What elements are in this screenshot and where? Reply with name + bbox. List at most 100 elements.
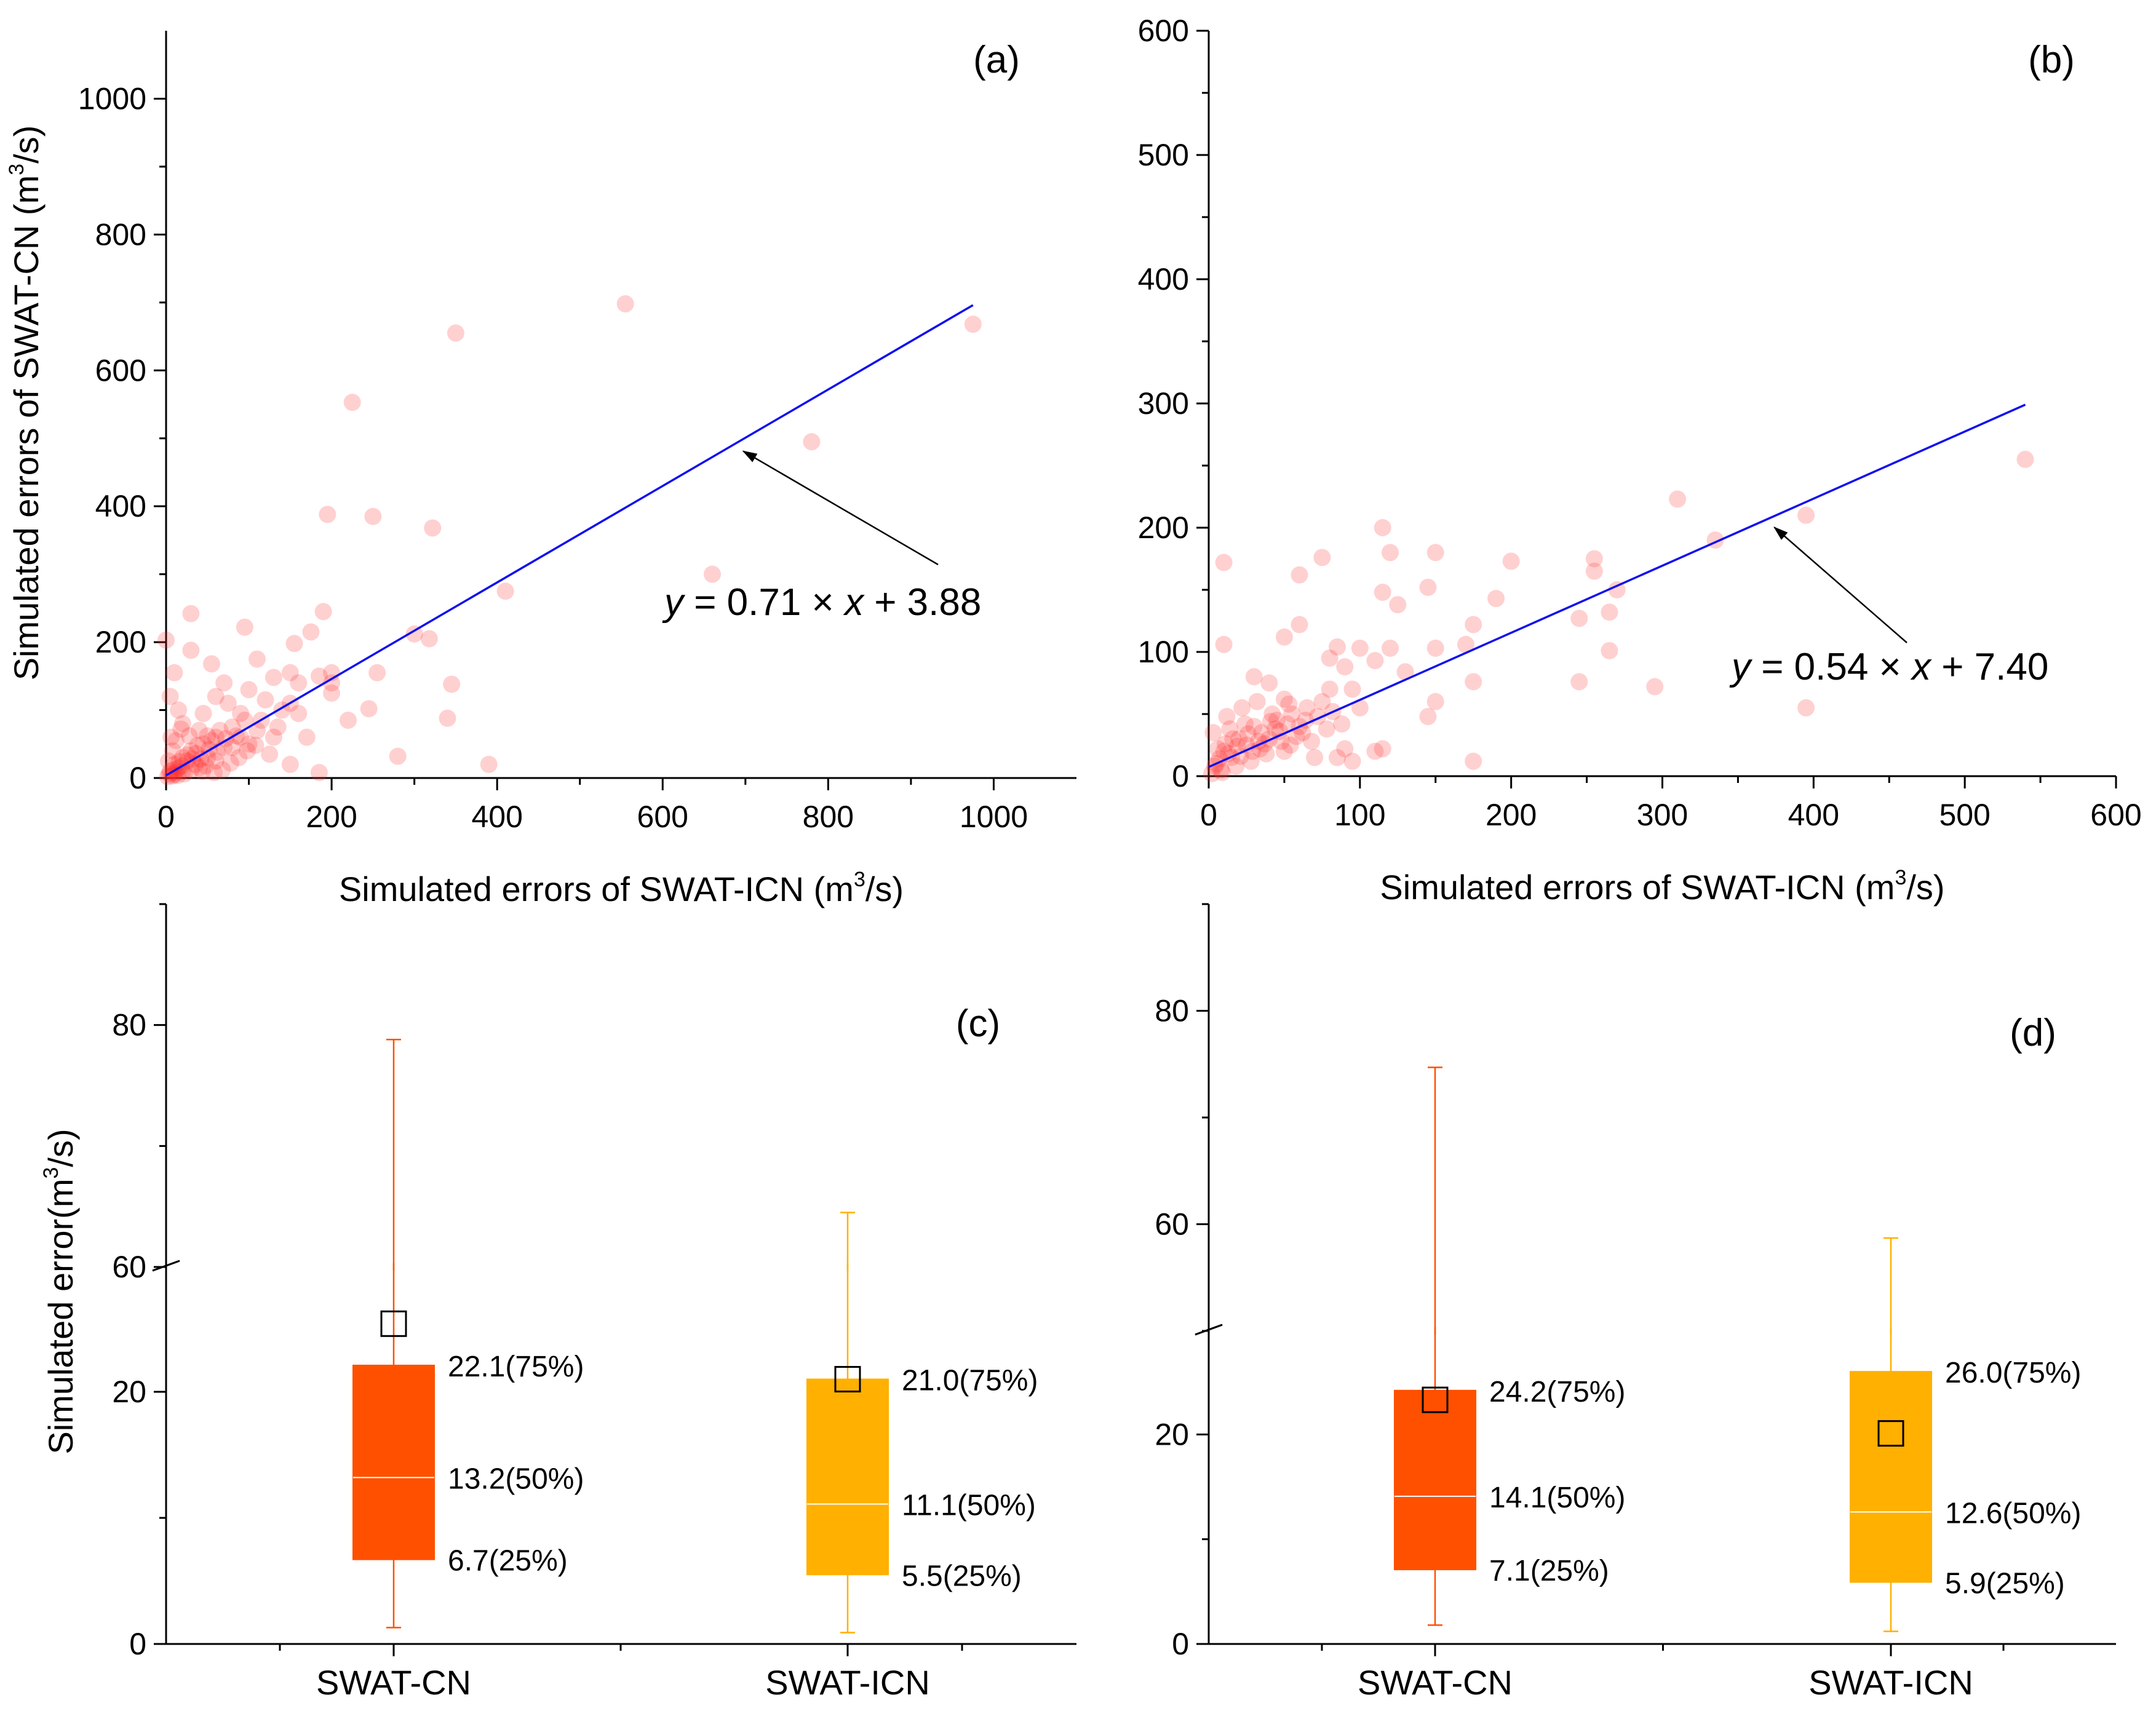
scatter-point	[1230, 730, 1248, 748]
x-tick-label-b: 500	[1939, 798, 1990, 832]
panel-label-b: (b)	[2028, 39, 2075, 81]
scatter-point	[1343, 752, 1361, 770]
q1-label: 5.5(25%)	[902, 1560, 1022, 1592]
scatter-point	[1291, 566, 1308, 584]
scatter-point	[1321, 649, 1339, 667]
box-swat-icn: 21.0(75%) 11.1(50%) 5.5(25%)	[806, 1212, 1038, 1634]
scatter-point	[616, 295, 634, 313]
scatter-point	[1218, 708, 1236, 726]
y-tick-label-a: 1000	[78, 81, 146, 116]
scatter-point	[170, 701, 188, 719]
scatter-point	[964, 316, 982, 333]
scatter-point	[175, 765, 193, 783]
axis-break-mark	[152, 1260, 180, 1272]
scatter-point	[1203, 764, 1220, 782]
panel-label-a: (a)	[973, 39, 1020, 81]
scatter-point	[368, 664, 386, 681]
box-iqr	[352, 1364, 435, 1560]
scatter-point	[319, 506, 336, 523]
scatter-point	[1333, 715, 1351, 733]
scatter-point	[1275, 690, 1293, 708]
scatter-point	[1228, 737, 1246, 755]
box-iqr	[806, 1378, 889, 1576]
scatter-point	[1374, 740, 1391, 758]
scatter-point	[1275, 628, 1293, 646]
scatter-point	[480, 755, 498, 773]
x-tick-label-b: 100	[1334, 798, 1385, 832]
panel-d: 0 20 60 80 SWAT-CN SWAT-ICN 24.2(75%) 14.1(50%)…	[1155, 903, 2116, 1702]
scatter-point	[223, 739, 241, 756]
scatter-point	[180, 727, 198, 745]
fit-equation-b: y = 0.54 × x + 7.40	[1729, 646, 2048, 688]
scatter-point	[1214, 763, 1231, 781]
scatter-point	[203, 732, 220, 750]
scatter-point	[1242, 752, 1260, 770]
scatter-point	[1351, 699, 1369, 717]
scatter-point	[1797, 699, 1815, 717]
scatter-point	[1204, 724, 1222, 742]
scatter-point	[1212, 761, 1230, 779]
y-tick-label-d: 0	[1172, 1627, 1189, 1661]
scatter-point	[173, 762, 191, 780]
scatter-point	[1465, 673, 1482, 691]
q3-label: 24.2(75%)	[1489, 1376, 1625, 1408]
scatter-point	[389, 747, 407, 765]
y-tick-label-c: 20	[112, 1375, 146, 1409]
scatter-point	[1328, 748, 1346, 766]
scatter-point	[1318, 720, 1335, 738]
scatter-point	[314, 603, 332, 621]
scatter-point	[1570, 609, 1588, 627]
scatter-point	[215, 674, 233, 692]
scatter-point	[236, 712, 253, 729]
scatter-point	[405, 625, 423, 643]
y-tick-label-d: 60	[1155, 1207, 1189, 1242]
scatter-point	[302, 623, 320, 641]
scatter-point	[343, 394, 361, 411]
median-label: 11.1(50%)	[902, 1489, 1036, 1522]
scatter-point	[197, 757, 215, 775]
x-tick-label-a: 400	[471, 800, 522, 834]
scatter-point	[165, 766, 183, 784]
scatter-point	[1263, 705, 1281, 723]
scatter-point	[1281, 736, 1299, 754]
x-tick-label-b: 0	[1200, 798, 1217, 832]
panel-b: 0 100 200 300 400 500 600 0 100 200 300 400 500 600 y …	[1138, 14, 2142, 907]
y-tick-label-b: 500	[1138, 138, 1189, 172]
scatter-point	[187, 745, 205, 763]
scatter-point	[190, 759, 208, 777]
scatter-point	[290, 705, 308, 723]
scatter-point	[1419, 578, 1437, 596]
category-label-c: SWAT-CN	[316, 1663, 471, 1702]
scatter-point	[219, 694, 237, 712]
scatter-point	[1217, 735, 1235, 753]
scatter-point	[1227, 757, 1245, 775]
scatter-point	[1313, 693, 1331, 710]
x-axis-title-b: Simulated errors of SWAT-ICN (m3/s)	[1380, 866, 1944, 907]
box-swat-cn: 24.2(75%) 14.1(50%) 7.1(25%)	[1394, 1066, 1625, 1626]
scatter-point	[1262, 713, 1279, 731]
scatter-point	[1260, 674, 1278, 692]
scatter-point	[1248, 693, 1266, 710]
scatter-point	[1608, 581, 1626, 598]
scatter-point	[1236, 715, 1254, 733]
scatter-point	[1601, 603, 1618, 621]
scatter-point	[1253, 724, 1271, 742]
box-iqr	[1394, 1389, 1476, 1571]
fit-line-a	[165, 304, 974, 777]
scatter-point	[1297, 712, 1315, 729]
scatter-point	[1275, 742, 1293, 760]
scatter-point	[340, 712, 357, 729]
y-axis-title-c: Simulated error(m3/s)	[39, 1129, 80, 1454]
box-swat-icn: 26.0(75%) 12.6(50%) 5.9(25%)	[1850, 1237, 2081, 1632]
y-tick-label-b: 100	[1138, 635, 1189, 669]
mean-marker	[1877, 1420, 1904, 1447]
scatter-point	[1343, 680, 1361, 698]
scatter-point	[257, 691, 274, 709]
box-swat-cn: 22.1(75%) 13.2(50%) 6.7(25%)	[352, 1039, 584, 1629]
scatter-point	[1209, 740, 1227, 758]
scatter-points-b	[1203, 450, 2034, 782]
scatter-point	[420, 630, 438, 648]
scatter-point	[1366, 742, 1384, 760]
scatter-point	[247, 736, 265, 754]
